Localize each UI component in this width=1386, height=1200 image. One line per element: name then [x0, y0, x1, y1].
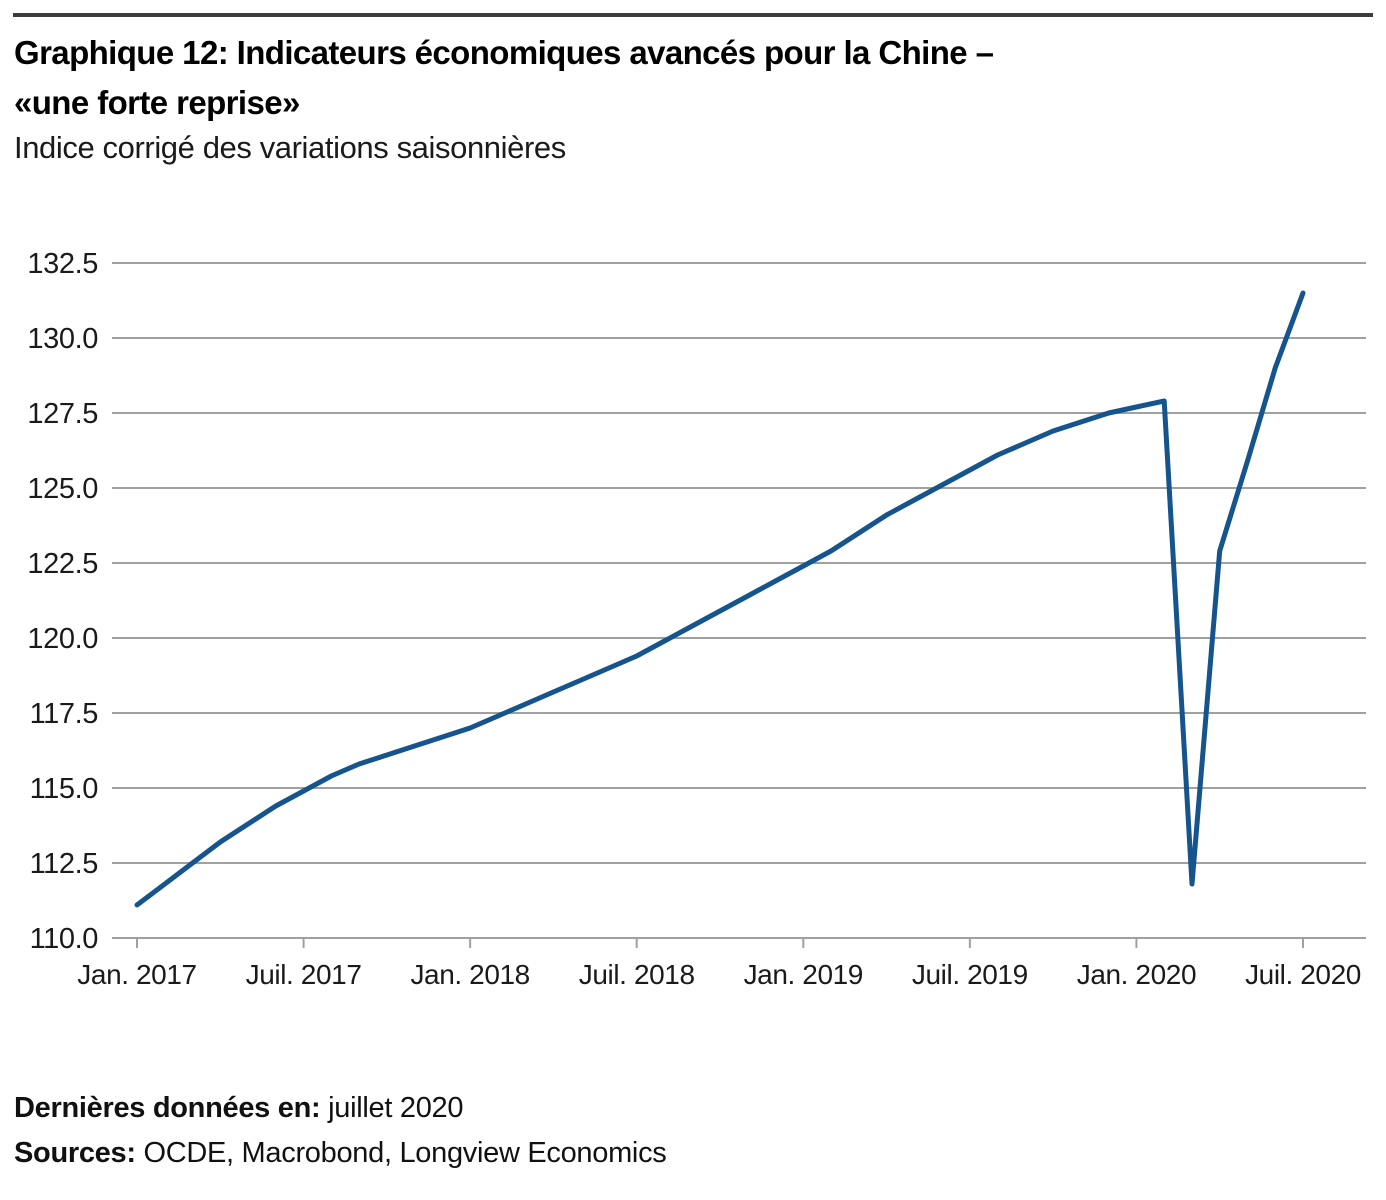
chart-title-line1: Graphique 12: Indicateurs économiques av…	[14, 34, 994, 71]
last-data-value: juillet 2020	[320, 1092, 464, 1124]
y-tick-label: 117.5	[30, 698, 98, 730]
x-tick-label: Juil. 2017	[246, 959, 362, 990]
x-tick-label: Juil. 2019	[912, 959, 1028, 990]
y-tick-label: 120.0	[27, 623, 98, 655]
y-tick-label: 132.5	[27, 248, 98, 280]
chart-title-line2: «une forte reprise»	[14, 84, 300, 121]
y-tick-label: 110.0	[30, 923, 98, 955]
y-tick-label: 112.5	[30, 848, 98, 880]
x-tick-label: Jan. 2017	[77, 959, 196, 990]
sources-note: Sources: OCDE, Macrobond, Longview Econo…	[14, 1137, 667, 1170]
cli-line-series	[134, 290, 1306, 908]
sources-value: OCDE, Macrobond, Longview Economics	[135, 1137, 667, 1169]
y-tick-label: 122.5	[27, 548, 98, 580]
last-data-label: Dernières données en:	[14, 1092, 321, 1124]
x-tick-label: Juil. 2018	[579, 959, 695, 990]
y-tick-label: 115.0	[30, 773, 98, 805]
y-tick-label: 127.5	[27, 398, 98, 430]
x-tick-label: Jan. 2019	[744, 959, 863, 990]
x-tick-label: Juil. 2020	[1245, 959, 1361, 990]
y-tick-label: 130.0	[27, 323, 98, 355]
last-data-note: Dernières données en: juillet 2020	[14, 1092, 463, 1125]
top-rule	[13, 13, 1373, 17]
x-tick-label: Jan. 2018	[410, 959, 529, 990]
y-tick-label: 125.0	[27, 473, 98, 505]
x-tick-label: Jan. 2020	[1077, 959, 1196, 990]
sources-label: Sources:	[14, 1137, 136, 1169]
chart-subtitle: Indice corrigé des variations saisonnièr…	[14, 130, 566, 165]
line-chart: 110.0 112.5 115.0 117.5 120.0 122.5 125.0 127.5…	[27, 248, 1366, 990]
